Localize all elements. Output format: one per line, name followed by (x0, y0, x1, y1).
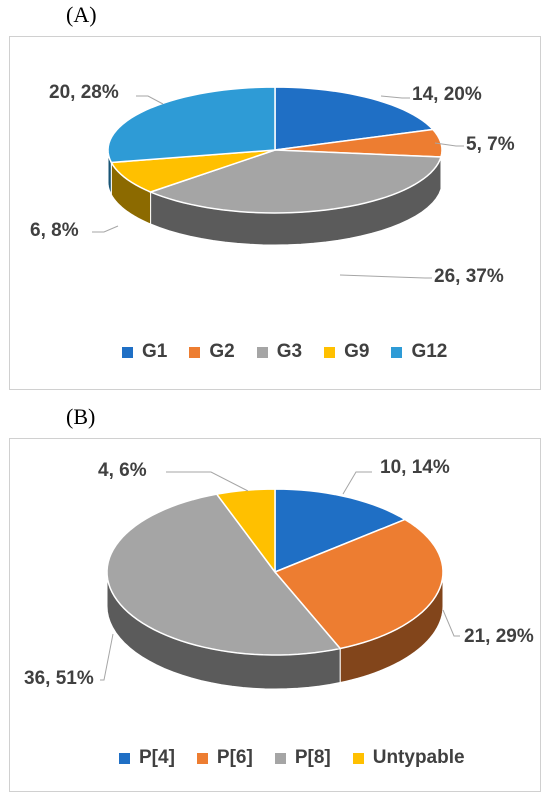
legend-swatch (274, 752, 286, 764)
legend-b: P[4] P[6] P[8] Untypable (119, 747, 465, 769)
legend-label: G3 (276, 341, 303, 362)
legend-item-g9: G9 (324, 341, 369, 363)
legend-swatch (119, 752, 130, 764)
legend-swatch (391, 346, 403, 358)
pie-slice-untypable (215, 488, 276, 575)
legend-swatch (256, 346, 268, 358)
legend-label: P[8] (294, 747, 331, 768)
legend-label: G1 (142, 341, 168, 362)
data-label-g12: 20, 28% (49, 82, 119, 103)
legend-item-p-8: P[8] (274, 747, 331, 769)
legend-label: P[6] (216, 747, 253, 768)
legend-label: P[4] (139, 747, 175, 768)
leader-line-p-6 (442, 609, 460, 637)
pie-slice-p-6 (273, 518, 444, 650)
leader-line-g1 (380, 95, 410, 99)
legend-item-g12: G12 (391, 341, 447, 363)
pie-slice-g12 (107, 86, 276, 164)
pie-slice-g9 (110, 149, 276, 193)
legend-swatch (324, 346, 336, 358)
leader-line-p-4 (342, 471, 372, 495)
pie-slice-g3 (148, 149, 443, 214)
legend-swatch (196, 752, 208, 764)
pie-slice-p-4 (274, 488, 407, 574)
leader-line-p-8 (100, 633, 114, 681)
legend-item-g2: G2 (189, 341, 235, 363)
pie-slice-p-8 (106, 493, 342, 656)
legend-label: Untypable (372, 747, 465, 768)
leader-line-g9 (92, 225, 119, 233)
legend-swatch (352, 752, 364, 764)
legend-a: G1 G2 G3 G9 G12 (122, 341, 447, 363)
data-label-g9: 6, 8% (30, 220, 79, 241)
leader-line-g12 (136, 95, 164, 105)
legend-item-p-6: P[6] (196, 747, 253, 769)
data-label-g2: 5, 7% (466, 134, 515, 155)
pie-slice-g2 (274, 128, 443, 158)
legend-swatch (122, 346, 133, 358)
data-label-p-6: 21, 29% (464, 626, 534, 647)
legend-item-g3: G3 (256, 341, 303, 363)
data-label-untypable: 4, 6% (98, 460, 147, 481)
data-label-g3: 26, 37% (434, 266, 504, 287)
panel-b-label: (B) (66, 404, 96, 429)
leader-line-untypable (166, 471, 249, 492)
panel-a-label: (A) (66, 2, 97, 27)
legend-label: G12 (411, 341, 448, 362)
data-label-p-8: 36, 51% (24, 668, 94, 689)
legend-swatch (189, 346, 201, 358)
leader-line-g3 (339, 274, 432, 279)
legend-label: G2 (209, 341, 235, 362)
data-label-p-4: 10, 14% (380, 457, 450, 478)
legend-item-g1: G1 (122, 341, 167, 363)
legend-item-p-4: P[4] (119, 747, 175, 769)
legend-item-untypable: Untypable (352, 747, 465, 769)
data-label-g1: 14, 20% (412, 84, 482, 105)
leader-line-g2 (434, 142, 464, 147)
legend-label: G9 (344, 341, 370, 362)
